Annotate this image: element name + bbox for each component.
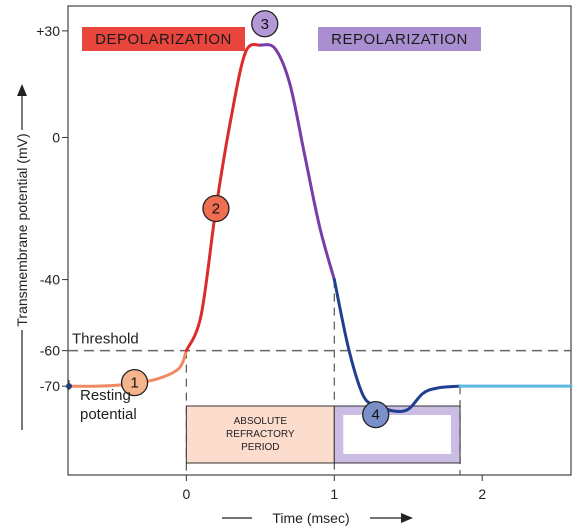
y-axis-label: Transmembrane potential (mV) — [14, 133, 30, 326]
potential-curve — [66, 42, 573, 414]
phase-banners: DEPOLARIZATION REPOLARIZATION — [82, 27, 481, 51]
y-axis-title: Transmembrane potential (mV) — [14, 84, 30, 430]
curve-segment — [184, 42, 262, 353]
x-axis-arrow-icon — [401, 513, 413, 523]
y-tick-label: -40 — [40, 272, 60, 288]
x-axis-title: Time (msec) — [222, 510, 413, 526]
refractory-label-line: ABSOLUTE — [234, 416, 288, 427]
threshold-label: Threshold — [72, 331, 139, 348]
phase-marker-label: 2 — [212, 201, 220, 218]
x-tick-label: 0 — [182, 486, 190, 502]
x-tick-label: 2 — [478, 486, 486, 502]
phase-marker-label: 1 — [130, 375, 138, 392]
refractory-label-line: PERIOD — [241, 442, 279, 453]
y-axis-arrow-icon — [17, 84, 27, 96]
phase-label: DEPOLARIZATION — [95, 31, 232, 48]
phase-banner — [82, 27, 245, 51]
y-tick-label: +30 — [36, 23, 60, 39]
phase-marker-label: 4 — [372, 407, 380, 424]
phase-label: REPOLARIZATION — [331, 31, 468, 48]
resting-label-line: potential — [80, 406, 137, 423]
plot-area — [67, 5, 572, 476]
refractory-label-line: REFRACTORY — [226, 429, 295, 440]
curve-segment — [332, 278, 462, 414]
axis-ticks: +30 0 -40 -60 -70 0 1 2 — [36, 23, 486, 502]
annotations: Threshold Resting potential — [68, 331, 139, 423]
relative-refractory-inner — [343, 415, 452, 454]
x-axis-label: Time (msec) — [272, 510, 349, 526]
phase-markers: 1 2 3 4 — [120, 10, 390, 429]
phase-marker-label: 3 — [261, 16, 269, 33]
x-tick-label: 1 — [330, 486, 338, 502]
absolute-refractory-box — [185, 405, 335, 464]
phase-marker — [251, 10, 279, 38]
phase-marker — [202, 194, 230, 223]
phase-marker — [120, 368, 149, 397]
y-tick-label: 0 — [52, 129, 60, 145]
y-tick-label: -70 — [40, 378, 60, 394]
resting-label-line: Resting — [80, 387, 131, 404]
refractory-boxes: ABSOLUTE REFRACTORY PERIOD — [185, 405, 461, 464]
curve-segment — [258, 43, 336, 282]
phase-marker — [362, 400, 390, 429]
y-tick-label: -60 — [40, 343, 60, 359]
phase-banner — [318, 27, 481, 51]
